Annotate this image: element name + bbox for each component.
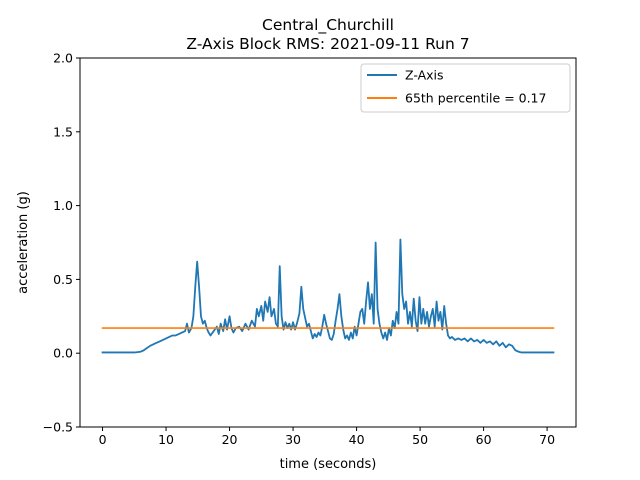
y-tick-label: 1.5 — [53, 124, 73, 139]
x-tick-label: 40 — [349, 432, 365, 447]
plot-area — [79, 57, 577, 428]
legend-label-z-axis: Z-Axis — [405, 68, 444, 83]
y-axis-ticks: −0.5 0.0 0.5 1.0 1.5 2.0 — [43, 51, 80, 435]
chart-title-line2: Z-Axis Block RMS: 2021-09-11 Run 7 — [186, 35, 469, 53]
x-tick-label: 30 — [285, 432, 301, 447]
y-tick-label: 1.0 — [53, 198, 73, 213]
chart-title-line1: Central_Churchill — [262, 16, 394, 35]
x-tick-label: 20 — [222, 432, 238, 447]
series-layer — [101, 238, 555, 354]
y-tick-label: 0.5 — [53, 272, 73, 287]
x-axis-ticks: 0 10 20 30 40 50 60 70 — [99, 427, 555, 447]
legend-box — [360, 63, 571, 113]
x-tick-label: 50 — [412, 432, 428, 447]
legend: Z-Axis 65th percentile = 0.17 — [360, 63, 571, 113]
axes-frame — [79, 57, 577, 428]
y-tick-label: 2.0 — [53, 51, 73, 66]
legend-label-percentile: 65th percentile = 0.17 — [405, 91, 546, 106]
y-tick-label: −0.5 — [43, 420, 73, 435]
y-axis-label: acceleration (g) — [16, 191, 31, 294]
x-tick-label: 60 — [476, 432, 492, 447]
x-axis-label: time (seconds) — [280, 457, 377, 472]
x-tick-label: 70 — [539, 432, 555, 447]
y-tick-label: 0.0 — [53, 346, 73, 361]
series-line-z-axis — [101, 238, 555, 354]
x-tick-label: 10 — [158, 432, 174, 447]
x-tick-label: 0 — [99, 432, 107, 447]
